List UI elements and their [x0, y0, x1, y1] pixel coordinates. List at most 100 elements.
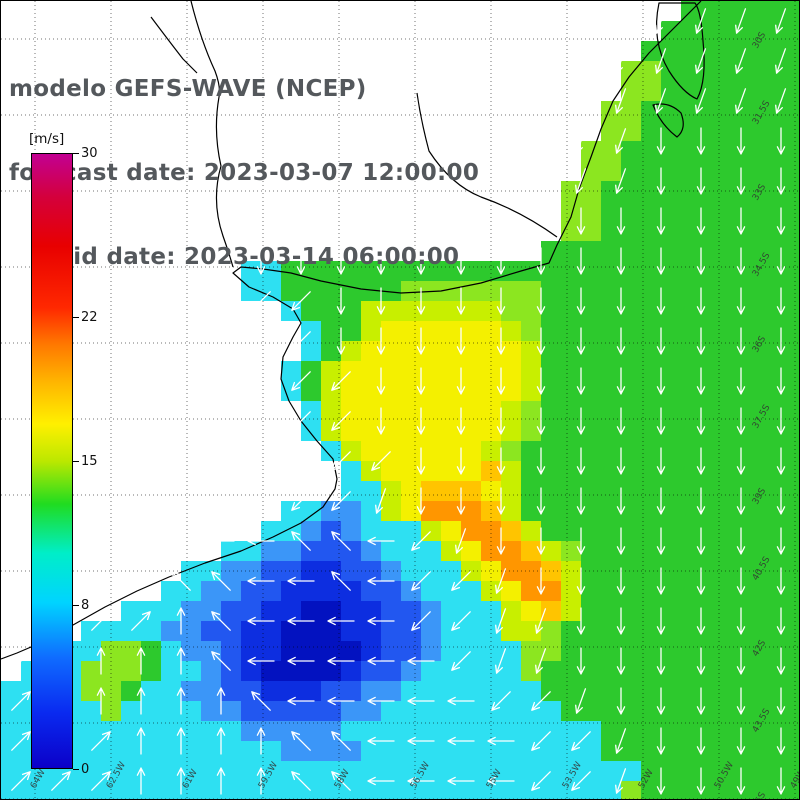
wind-cell	[701, 501, 721, 521]
wind-cell	[421, 421, 441, 441]
wind-cell	[581, 301, 601, 321]
wind-cell	[701, 401, 721, 421]
wind-cell	[421, 541, 441, 561]
wind-cell	[781, 361, 799, 381]
wind-cell	[461, 501, 481, 521]
wind-cell	[701, 621, 721, 641]
wind-cell	[721, 521, 741, 541]
colorbar-units-label: [m/s]	[29, 131, 65, 147]
wind-cell	[381, 541, 401, 561]
wind-cell	[141, 621, 161, 641]
wind-cell	[381, 721, 401, 741]
wind-cell	[701, 101, 721, 121]
wind-cell	[621, 721, 641, 741]
wind-cell	[601, 641, 621, 661]
wind-cell	[201, 621, 221, 641]
wind-cell	[221, 601, 241, 621]
wind-cell	[681, 161, 701, 181]
wind-cell	[781, 201, 799, 221]
wind-cell	[421, 321, 441, 341]
wind-cell	[641, 581, 661, 601]
wind-cell	[741, 1, 761, 21]
wind-cell	[381, 581, 401, 601]
colorbar-tick: 22	[73, 310, 98, 325]
wind-cell	[461, 361, 481, 381]
wind-cell	[281, 641, 301, 661]
wind-cell	[521, 641, 541, 661]
wind-cell	[721, 41, 741, 61]
wind-cell	[681, 641, 701, 661]
wind-cell	[701, 601, 721, 621]
wind-cell	[481, 561, 501, 581]
wind-cell	[341, 381, 361, 401]
wind-cell	[641, 341, 661, 361]
wind-cell	[581, 461, 601, 481]
wind-cell	[281, 581, 301, 601]
wind-cell	[141, 641, 161, 661]
wind-cell	[361, 741, 381, 761]
wind-cell	[201, 721, 221, 741]
wind-cell	[621, 481, 641, 501]
wind-cell	[681, 201, 701, 221]
wind-cell	[561, 621, 581, 641]
wind-cell	[701, 201, 721, 221]
wind-cell	[641, 601, 661, 621]
wind-cell	[421, 301, 441, 321]
wind-cell	[681, 721, 701, 741]
wind-cell	[301, 681, 321, 701]
wind-cell	[421, 781, 441, 799]
wind-cell	[361, 421, 381, 441]
wind-cell	[341, 341, 361, 361]
lat-label: 45S	[751, 790, 768, 800]
wind-cell	[741, 761, 761, 781]
wind-cell	[561, 361, 581, 381]
wind-cell	[521, 421, 541, 441]
wind-cell	[741, 581, 761, 601]
wind-cell	[361, 681, 381, 701]
wind-cell	[461, 781, 481, 799]
wind-cell	[561, 581, 581, 601]
wind-cell	[161, 701, 181, 721]
wind-cell	[561, 721, 581, 741]
wind-cell	[161, 661, 181, 681]
wind-cell	[361, 641, 381, 661]
wind-cell	[441, 481, 461, 501]
wind-cell	[361, 281, 381, 301]
wind-cell	[401, 421, 421, 441]
wind-cell	[301, 761, 321, 781]
wind-cell	[381, 661, 401, 681]
wind-cell	[621, 301, 641, 321]
wind-cell	[521, 321, 541, 341]
wind-cell	[581, 661, 601, 681]
wind-cell	[341, 661, 361, 681]
wind-cell	[461, 521, 481, 541]
wind-cell	[741, 381, 761, 401]
wind-cell	[481, 321, 501, 341]
wind-cell	[741, 541, 761, 561]
wind-cell	[361, 561, 381, 581]
colorbar-tick: 0	[73, 762, 89, 777]
wind-cell	[741, 401, 761, 421]
wind-cell	[741, 601, 761, 621]
wind-cell	[721, 421, 741, 441]
wind-cell	[461, 481, 481, 501]
wind-cell	[561, 521, 581, 541]
wind-cell	[441, 281, 461, 301]
wind-cell	[741, 281, 761, 301]
wind-cell	[301, 641, 321, 661]
wind-cell	[261, 681, 281, 701]
wind-cell	[301, 561, 321, 581]
wind-cell	[221, 761, 241, 781]
wind-cell	[401, 661, 421, 681]
wind-cell	[421, 621, 441, 641]
wind-cell	[581, 221, 601, 241]
wind-cell	[721, 481, 741, 501]
wind-cell	[561, 341, 581, 361]
wind-cell	[141, 761, 161, 781]
wind-cell	[521, 601, 541, 621]
wind-cell	[601, 401, 621, 421]
wind-cell	[441, 441, 461, 461]
wind-cell	[501, 621, 521, 641]
wind-cell	[381, 561, 401, 581]
wind-cell	[101, 701, 121, 721]
